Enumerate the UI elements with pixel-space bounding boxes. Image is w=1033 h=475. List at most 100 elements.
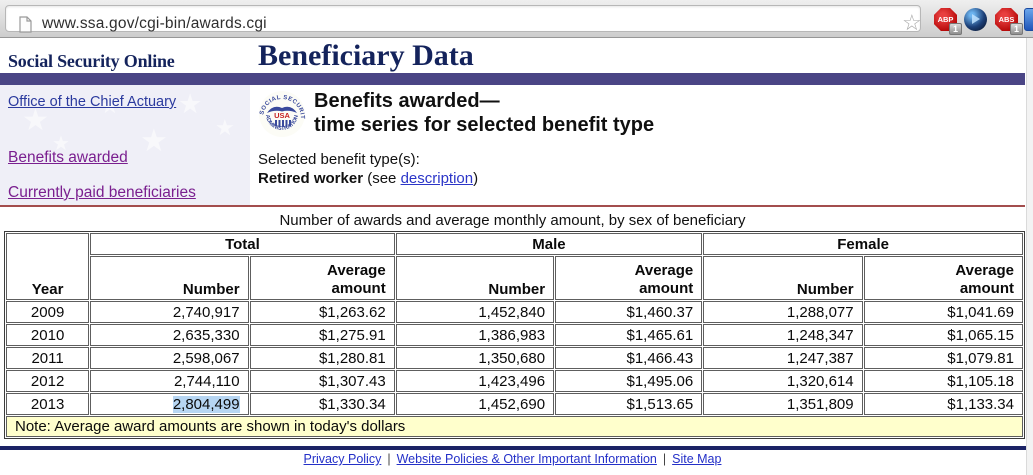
awards-table: Year Total Male Female Number Average am… [4,231,1025,439]
table-row: 2011 2,598,067 $1,280.81 1,350,680 $1,466.43… [6,347,1023,369]
seal-usa-text: USA [274,111,290,120]
site-header: Social Security Online Beneficiary Data [0,38,1025,73]
main-content: SOCIAL SECURITY ADMINISTRATION USA Benef… [250,85,1025,205]
star-decoration-icon: ★ [178,89,203,119]
star-decoration-icon: ★ [215,115,235,140]
female-avg-cell: $1,065.15 [863,324,1023,346]
sidebar-link-benefits-awarded[interactable]: Benefits awarded [8,149,128,166]
male-avg-cell: $1,513.65 [555,393,703,415]
footer-separator: | [662,452,667,466]
site-name: Social Security Online [8,51,175,71]
male-number-cell: 1,350,680 [395,347,555,369]
total-number-cell: 2,744,110 [90,370,249,392]
female-avg-cell: $1,041.69 [863,301,1023,323]
footer-divider-bar [0,446,1033,450]
male-group-header: Male [395,233,703,255]
heading-line2: time series for selected benefit type [314,114,655,136]
year-cell: 2010 [6,324,90,346]
total-group-header: Total [90,233,395,255]
ssa-seal-icon: SOCIAL SECURITY ADMINISTRATION USA [258,90,305,137]
bookmark-star-icon[interactable]: ☆ [902,10,922,35]
male-avg-cell: $1,465.61 [555,324,703,346]
page-title: Beneficiary Data [258,39,474,72]
browser-toolbar: www.ssa.gov/cgi-bin/awards.cgi ☆ ABP 1 A… [0,0,1033,38]
benefit-type-line: Retired worker (see description) [258,170,478,187]
year-column-header: Year [6,233,90,300]
total-avg-cell: $1,330.34 [249,393,395,415]
note-row: Note: Average award amounts are shown in… [6,416,1023,437]
male-avg-cell: $1,466.43 [555,347,703,369]
table-row: 2009 2,740,917 $1,263.62 1,452,840 $1,460.37… [6,301,1023,323]
total-number-cell: 2,635,330 [90,324,249,346]
star-decoration-icon: ★ [140,123,168,158]
total-avg-cell: $1,275.91 [249,324,395,346]
sidebar: ★ ★ ★ ★ ★ ★ Office of the Chief Actuary … [0,85,250,205]
footer-link-site-map[interactable]: Site Map [672,452,722,466]
female-number-cell: 1,320,614 [703,370,863,392]
female-avg-cell: $1,105.18 [863,370,1023,392]
male-avg-cell: $1,495.06 [555,370,703,392]
table-row: 2012 2,744,110 $1,307.43 1,423,496 $1,495.06… [6,370,1023,392]
heading-line1: Benefits awarded— [314,90,500,112]
total-number-cell: 2,804,499 [90,393,249,415]
benefit-type-value: Retired worker [258,170,364,187]
female-number-header: Number [703,256,863,300]
sidebar-link-currently-paid-beneficiaries[interactable]: Currently paid beneficiaries [8,184,196,201]
table-caption: Number of awards and average monthly amo… [279,212,746,229]
male-number-cell: 1,452,690 [395,393,555,415]
female-avg-cell: $1,133.34 [863,393,1023,415]
total-avg-cell: $1,307.43 [249,370,395,392]
male-number-cell: 1,386,983 [395,324,555,346]
sub-header-row: Number Average amount Number Average amo… [6,256,1023,300]
female-avg-cell: $1,079.81 [863,347,1023,369]
footer-links: Privacy Policy | Website Policies & Other … [0,452,1025,466]
abp-badge-count: 1 [949,23,962,35]
total-average-header: Average amount [249,256,395,300]
adblock-abs-extension-icon[interactable]: ABS 1 [995,8,1023,35]
female-average-header: Average amount [863,256,1023,300]
media-player-extension-icon[interactable] [964,8,987,31]
table-row: 2010 2,635,330 $1,275.91 1,386,983 $1,465.61… [6,324,1023,346]
table-row: 2013 2,804,499 $1,330.34 1,452,690 $1,513.65… [6,393,1023,415]
see-close-text: ) [473,170,479,187]
total-avg-cell: $1,280.81 [249,347,395,369]
female-number-cell: 1,351,809 [703,393,863,415]
adblock-plus-extension-icon[interactable]: ABP 1 [934,8,962,35]
section-heading: Benefits awarded— time series for select… [314,89,654,137]
header-divider-bar [0,73,1025,85]
description-link[interactable]: description [400,170,474,187]
total-number-header: Number [90,256,249,300]
see-open-text: (see [363,170,401,187]
year-cell: 2012 [6,370,90,392]
table-note: Note: Average award amounts are shown in… [6,416,1023,437]
year-cell: 2013 [6,393,90,415]
total-number-cell: 2,598,067 [90,347,249,369]
female-number-cell: 1,288,077 [703,301,863,323]
play-glyph-icon [972,14,980,24]
male-avg-cell: $1,460.37 [555,301,703,323]
female-number-cell: 1,248,347 [703,324,863,346]
scrollbar-track[interactable] [1026,38,1033,475]
group-header-row: Year Total Male Female [6,233,1023,300]
url-text[interactable]: www.ssa.gov/cgi-bin/awards.cgi [42,15,267,32]
female-number-cell: 1,247,387 [703,347,863,369]
selected-text: 2,804,499 [172,395,240,413]
address-bar[interactable]: www.ssa.gov/cgi-bin/awards.cgi ☆ [5,5,922,35]
page-favicon-icon [19,16,32,33]
footer-link-privacy-policy[interactable]: Privacy Policy [303,452,382,466]
total-avg-cell: $1,263.62 [249,301,395,323]
selected-benefit-label: Selected benefit type(s): [258,151,420,168]
total-number-cell: 2,740,917 [90,301,249,323]
female-group-header: Female [703,233,1023,255]
male-number-cell: 1,452,840 [395,301,555,323]
male-number-header: Number [395,256,555,300]
male-average-header: Average amount [555,256,703,300]
awards-table-body: 2009 2,740,917 $1,263.62 1,452,840 $1,460.37… [6,301,1023,415]
clipped-extension-icon[interactable] [1024,8,1033,31]
abs-badge-count: 1 [1010,23,1023,35]
sidebar-link-office-of-chief-actuary[interactable]: Office of the Chief Actuary [8,94,177,110]
footer-link-website-policies[interactable]: Website Policies & Other Important Infor… [396,452,657,466]
male-number-cell: 1,423,496 [395,370,555,392]
year-cell: 2009 [6,301,90,323]
footer-separator: | [387,452,391,466]
